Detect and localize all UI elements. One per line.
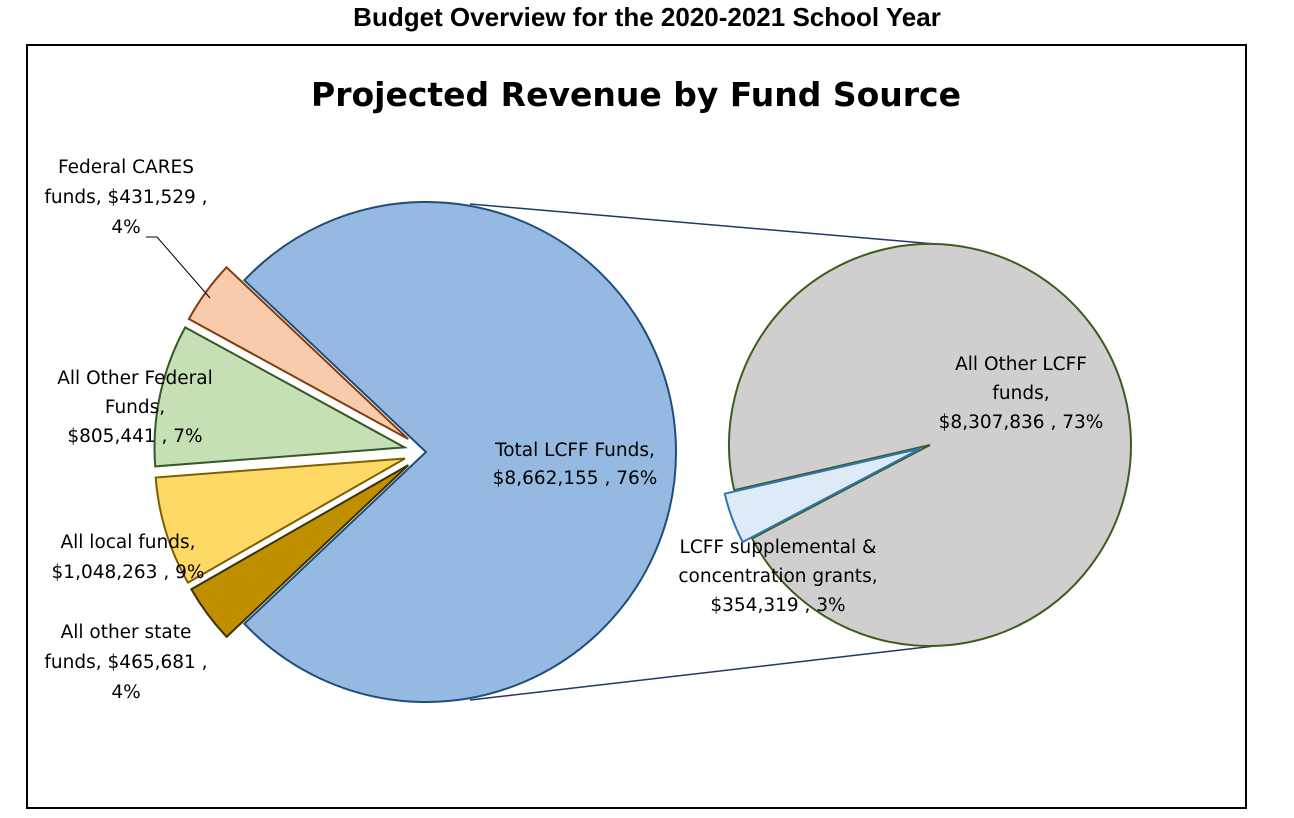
pie-slice-supplemental bbox=[723, 447, 922, 544]
chart-frame bbox=[26, 44, 1247, 809]
leader-line-cares bbox=[146, 236, 211, 299]
pie-slice-other_lcff bbox=[728, 243, 1132, 647]
pie-slice-lcff bbox=[242, 201, 677, 703]
page-title: Budget Overview for the 2020-2021 School… bbox=[353, 2, 941, 32]
data-label-other_federal: All Other Federal Funds, $805,441 , 7% bbox=[57, 368, 212, 447]
data-label-supplemental: LCFF supplemental & concentration grants,… bbox=[678, 537, 877, 616]
pie-slice-cares bbox=[189, 464, 410, 639]
data-label-cares: Federal CARES funds, $431,529 , 4% bbox=[44, 157, 207, 238]
data-label-other_state: All other state funds, $465,681 , 4% bbox=[44, 622, 207, 703]
secondary-pie bbox=[723, 243, 1132, 647]
main-pie bbox=[153, 201, 677, 703]
leader-lines bbox=[146, 236, 211, 299]
chart-title: Projected Revenue by Fund Source bbox=[311, 75, 961, 114]
connector-line-top bbox=[469, 203, 936, 245]
pie-slice-other_federal bbox=[154, 457, 406, 584]
data-labels: Total LCFF Funds, $8,662,155 , 76% All oth… bbox=[44, 157, 1103, 703]
connector-lines bbox=[469, 203, 936, 701]
data-label-lcff: Total LCFF Funds, $8,662,155 , 76% bbox=[493, 440, 658, 489]
pie-slice-other_state bbox=[187, 265, 409, 440]
pie-slice-local bbox=[153, 325, 408, 468]
data-label-other_lcff: All Other LCFF funds, $8,307,836 , 73% bbox=[939, 354, 1104, 433]
data-label-local: All local funds, $1,048,263 , 9% bbox=[52, 532, 205, 583]
connector-line-bottom bbox=[469, 645, 936, 701]
